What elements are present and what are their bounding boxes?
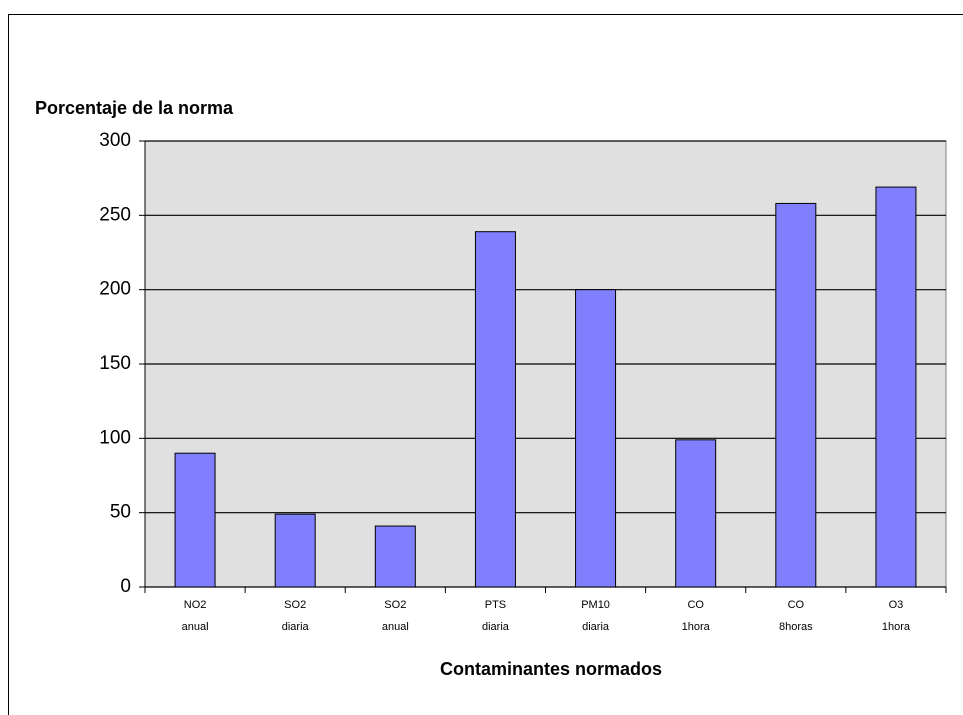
x-tick-label: diaria [582,621,610,633]
x-tick-label: anual [382,621,409,633]
y-tick-label: 0 [120,576,131,597]
x-tick-label: CO [687,599,704,611]
x-tick-label: 8horas [779,621,813,633]
bar [274,513,316,588]
y-tick-label: 50 [110,502,131,523]
x-tick-label: NO2 [184,599,207,611]
x-tick-label: SO2 [284,599,306,611]
y-tick-label: 100 [99,427,131,448]
bar [374,525,416,588]
x-tick-label: CO [788,599,805,611]
x-tick-label: diaria [282,621,310,633]
x-tick-label: O3 [889,599,904,611]
x-tick-label: PTS [485,599,506,611]
bar [875,186,917,588]
y-axis-title: Porcentaje de la norma [35,98,234,118]
x-tick-label: 1hora [882,621,911,633]
y-tick-label: 150 [99,353,131,374]
bar [474,231,516,588]
x-tick-label: anual [182,621,209,633]
x-axis-title: Contaminantes normados [440,659,662,679]
x-tick-label: SO2 [384,599,406,611]
bar [675,439,717,588]
y-tick-label: 250 [99,204,131,225]
x-tick-label: diaria [482,621,510,633]
x-tick-label: PM10 [581,599,610,611]
x-tick-label: 1hora [682,621,711,633]
y-tick-label: 300 [99,130,131,151]
bar [174,452,216,588]
bar [575,289,617,588]
y-tick-label: 200 [99,279,131,300]
bar [775,202,817,588]
